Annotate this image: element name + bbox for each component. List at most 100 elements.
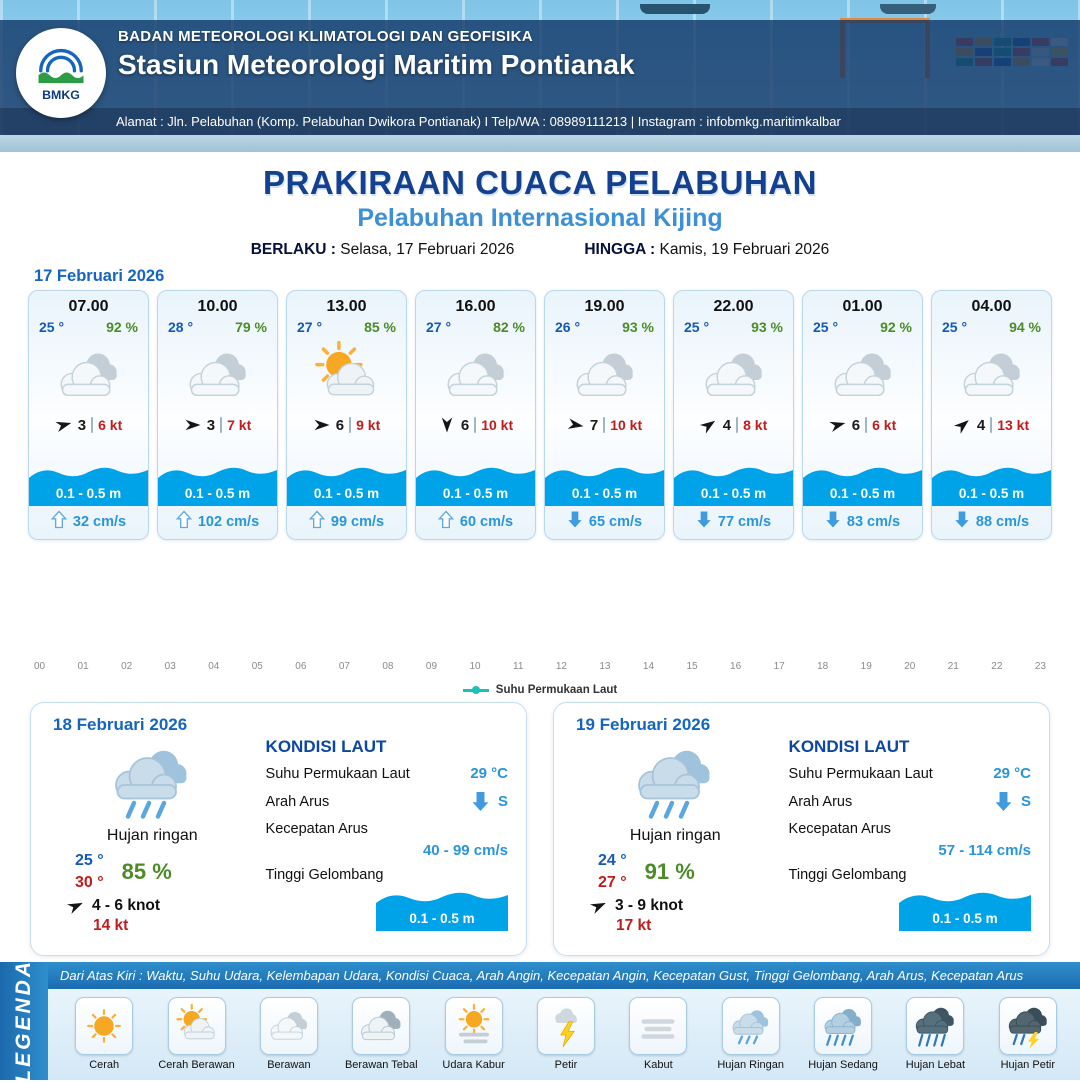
card-temperature: 25 ° <box>39 319 65 335</box>
bmkg-logo-text: BMKG <box>42 88 80 102</box>
card-current-speed: 32 cm/s <box>72 513 127 530</box>
hour-label: 03 <box>164 661 176 673</box>
card-humidity: 92 % <box>106 319 138 335</box>
wave-height-band: 0.1 - 0.5 m <box>287 461 406 506</box>
card-temperature: 27 ° <box>297 319 323 335</box>
card-current-speed: 77 cm/s <box>717 513 772 530</box>
wind-direction-icon <box>313 416 331 434</box>
wave-height-band: 0.1 - 0.5 m <box>803 461 922 506</box>
legend-item: Hujan Sedang <box>799 997 887 1072</box>
hour-label: 14 <box>642 661 655 673</box>
humidity: 85 % <box>121 858 172 884</box>
wave-height-value: 0.1 - 0.5 m <box>932 911 998 927</box>
card-wave-height: 0.1 - 0.5 m <box>184 486 251 501</box>
header: BMKG BADAN METEOROLOGI KLIMATOLOGI DAN G… <box>0 0 1080 152</box>
current-speed-label: Kecepatan Arus <box>265 821 368 838</box>
hour-label: 08 <box>382 661 394 673</box>
panel-date: 18 Februari 2026 <box>53 715 188 735</box>
address-text: Alamat : Jln. Pelabuhan (Komp. Pelabuhan… <box>116 114 841 129</box>
card-wind-speed: 10 kt <box>481 417 514 433</box>
card-wind-value: 6 <box>335 416 345 434</box>
legend-label: Cerah <box>89 1059 120 1072</box>
hour-label: 07 <box>338 661 350 673</box>
hour-label: 06 <box>295 661 307 673</box>
sst-value: 29 °C <box>470 765 508 783</box>
sst-chart: 00 01 02 03 04 05 06 07 08 09 10 11 12 13 14 15 16 17 18 19… <box>30 540 1050 702</box>
port-name: Pelabuhan Internasional Kijing <box>357 204 723 232</box>
card-current: 77 cm/s <box>674 510 793 533</box>
wind-range: 3 - 9 knot <box>615 896 684 914</box>
card-temperature: 25 ° <box>684 319 710 335</box>
berawan-tebal-icon <box>352 997 411 1056</box>
legend-item: Kabut <box>614 997 702 1072</box>
card-temperature: 28 ° <box>168 319 194 335</box>
divider <box>91 417 94 433</box>
card-current-speed: 60 cm/s <box>459 513 514 530</box>
current-direction-icon <box>825 510 841 533</box>
weather-icon <box>826 337 900 413</box>
wave-height-band: 0.1 - 0.5 m <box>29 461 148 506</box>
bmkg-logo: BMKG <box>16 28 106 118</box>
legend-note: Dari Atas Kiri : Waktu, Suhu Udara, Kele… <box>0 962 1080 990</box>
forecast-card: 22.00 25 ° 93 % 4 8 kt 0.1 - 0.5 m 77 cm… <box>673 290 794 540</box>
chart-hours: 00 01 02 03 04 05 06 07 08 09 10 11 12 13 14 15 16 17 18 19… <box>34 661 1046 672</box>
temp-max: 27 ° <box>598 873 627 891</box>
sst-value: 29 °C <box>993 765 1031 783</box>
hour-label: 05 <box>251 661 263 673</box>
hour-label: 11 <box>513 661 524 673</box>
wave-height-label: Tinggi Gelombang <box>788 867 907 884</box>
header-overlay-band <box>0 20 1080 108</box>
wind-direction-icon <box>829 416 847 434</box>
sst-label: Suhu Permukaan Laut <box>265 765 410 782</box>
legend-label: Hujan Lebat <box>905 1059 966 1072</box>
wind-direction-icon <box>589 897 608 915</box>
card-wave-height: 0.1 - 0.5 m <box>313 486 380 501</box>
hour-label: 13 <box>599 661 611 673</box>
card-current-speed: 99 cm/s <box>330 513 385 530</box>
legend-label: Hujan Ringan <box>717 1059 785 1072</box>
sea-title: KONDISI LAUT <box>265 737 387 757</box>
card-wind-speed: 9 kt <box>356 417 381 433</box>
card-current-speed: 65 cm/s <box>588 513 643 530</box>
card-humidity: 79 % <box>235 319 267 335</box>
card-humidity: 93 % <box>622 319 654 335</box>
card-current: 65 cm/s <box>545 510 664 533</box>
ship-silhouette <box>640 4 710 14</box>
hour-label: 10 <box>469 661 481 673</box>
card-wind-value: 7 <box>589 416 599 434</box>
card-wave-height: 0.1 - 0.5 m <box>958 486 1025 501</box>
legend-item: Hujan Ringan <box>707 997 795 1072</box>
current-speed-value: 57 - 114 cm/s <box>938 842 1031 860</box>
weather-condition: Hujan ringan <box>106 827 198 845</box>
card-current-speed: 102 cm/s <box>197 513 260 530</box>
card-current: 99 cm/s <box>287 510 406 533</box>
legend-item: Berawan <box>245 997 333 1072</box>
day3-panel: 19 Februari 2026 Hujan ringan 24 ° 27 ° … <box>553 702 1050 957</box>
card-humidity: 93 % <box>751 319 783 335</box>
card-wind-speed: 6 kt <box>98 417 123 433</box>
legend-label: Udara Kabur <box>442 1059 505 1072</box>
hour-label: 01 <box>77 661 89 673</box>
header-floor <box>0 135 1080 152</box>
hour-label: 21 <box>947 661 959 673</box>
cerah-icon <box>75 997 134 1056</box>
weather-icon <box>955 337 1029 413</box>
legend-label: Cerah Berawan <box>158 1059 235 1072</box>
card-wind-speed: 13 kt <box>997 417 1030 433</box>
card-temperature: 27 ° <box>426 319 452 335</box>
wind-direction-icon <box>184 416 202 434</box>
weather-icon <box>49 737 256 827</box>
divider <box>220 417 223 433</box>
card-humidity: 82 % <box>493 319 525 335</box>
card-wind-value: 3 <box>77 416 87 434</box>
card-wind: 4 13 kt <box>953 416 1030 434</box>
wind-direction-icon <box>699 416 718 434</box>
hujan-ringan-icon <box>721 997 780 1056</box>
hour-label: 16 <box>730 661 742 673</box>
current-speed-label: Kecepatan Arus <box>788 821 891 838</box>
card-wind: 4 8 kt <box>699 416 767 434</box>
hour-label: 02 <box>121 661 133 673</box>
bmkg-logo-icon: BMKG <box>38 48 84 102</box>
panel-date: 19 Februari 2026 <box>576 715 711 735</box>
card-time: 22.00 <box>713 298 754 315</box>
